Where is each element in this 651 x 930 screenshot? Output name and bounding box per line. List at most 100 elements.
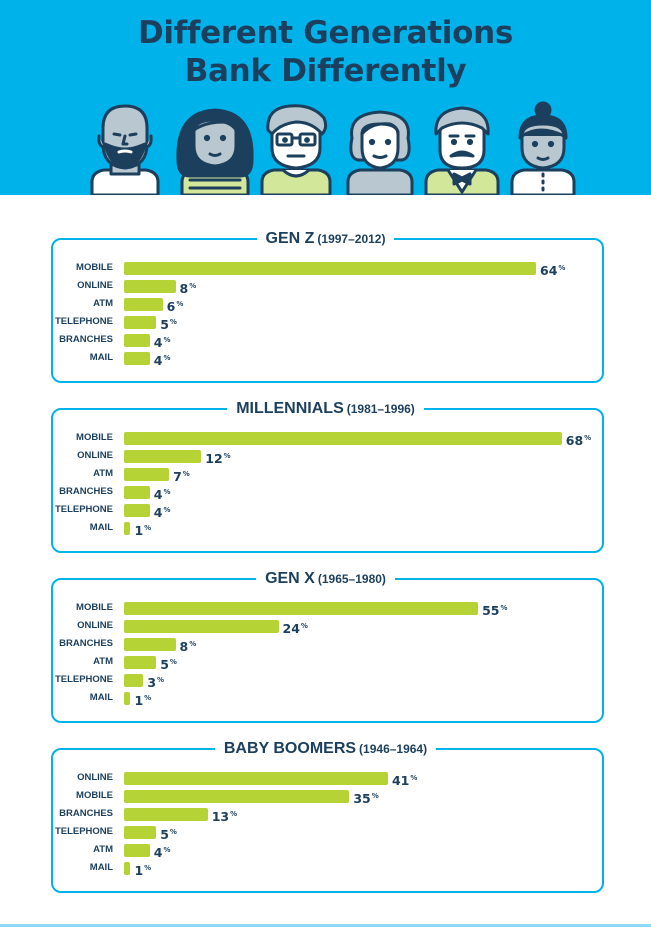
value-label: 8% bbox=[180, 278, 197, 297]
value-number: 4 bbox=[153, 487, 163, 502]
bar bbox=[124, 772, 388, 785]
page-title: Different Generations Bank Differently bbox=[0, 14, 651, 90]
category-label: MOBILE bbox=[76, 262, 113, 273]
title-line-1: Different Generations bbox=[137, 15, 514, 51]
category-label: ATM bbox=[93, 656, 113, 667]
category-label: TELEPHONE bbox=[54, 674, 113, 685]
category-label: MAIL bbox=[89, 692, 113, 703]
value-number: 6 bbox=[166, 299, 176, 314]
category-label: ONLINE bbox=[77, 620, 113, 631]
category-label: MAIL bbox=[89, 862, 113, 873]
bar bbox=[124, 522, 131, 535]
value-label: 5% bbox=[160, 654, 177, 673]
category-label: ONLINE bbox=[77, 280, 113, 291]
chart-title: GEN X (1965–1980) bbox=[0, 569, 651, 589]
bar bbox=[124, 316, 157, 329]
bar bbox=[124, 486, 150, 499]
bar bbox=[124, 602, 479, 615]
value-label: 68% bbox=[566, 430, 591, 449]
value-number: 3 bbox=[147, 675, 157, 690]
category-label: BRANCHES bbox=[59, 334, 113, 345]
percent-sign: % bbox=[410, 774, 418, 782]
chart-title: GEN Z (1997–2012) bbox=[0, 229, 651, 249]
value-number: 1 bbox=[134, 863, 144, 878]
category-label: MOBILE bbox=[76, 432, 113, 443]
value-label: 55% bbox=[482, 600, 507, 619]
generation-name: BABY BOOMERS bbox=[223, 740, 357, 757]
category-label: MAIL bbox=[89, 352, 113, 363]
percent-sign: % bbox=[144, 864, 152, 872]
percent-sign: % bbox=[223, 452, 231, 460]
value-label: 4% bbox=[154, 842, 171, 861]
title-line-2: Bank Differently bbox=[184, 53, 467, 89]
percent-sign: % bbox=[163, 488, 171, 496]
generation-name: GEN X bbox=[265, 570, 315, 587]
category-label: TELEPHONE bbox=[54, 504, 113, 515]
value-number: 64 bbox=[540, 263, 558, 278]
value-number: 5 bbox=[160, 657, 169, 672]
value-label: 24% bbox=[283, 618, 308, 637]
value-label: 1% bbox=[134, 520, 151, 539]
value-number: 4 bbox=[153, 845, 163, 860]
value-number: 4 bbox=[153, 505, 163, 520]
category-label: TELEPHONE bbox=[54, 316, 113, 327]
bar bbox=[124, 450, 202, 463]
category-label: ATM bbox=[93, 844, 113, 855]
bar bbox=[124, 504, 150, 517]
category-label: TELEPHONE bbox=[54, 826, 113, 837]
bar bbox=[124, 262, 536, 275]
category-label: ONLINE bbox=[77, 450, 113, 461]
bar bbox=[124, 280, 176, 293]
value-label: 4% bbox=[154, 502, 171, 521]
older-woman-icon bbox=[346, 110, 414, 195]
value-label: 3% bbox=[147, 672, 164, 691]
percent-sign: % bbox=[163, 506, 171, 514]
percent-sign: % bbox=[157, 676, 165, 684]
value-number: 35 bbox=[353, 791, 371, 806]
value-label: 6% bbox=[167, 296, 184, 315]
chart-title-label: GEN X (1965–1980) bbox=[256, 569, 395, 589]
category-label: BRANCHES bbox=[59, 808, 113, 819]
percent-sign: % bbox=[300, 622, 308, 630]
bar bbox=[124, 790, 350, 803]
value-label: 5% bbox=[160, 824, 177, 843]
percent-sign: % bbox=[163, 354, 171, 362]
category-label: BRANCHES bbox=[59, 638, 113, 649]
percent-sign: % bbox=[169, 828, 177, 836]
man-mustache-icon bbox=[424, 106, 500, 195]
percent-sign: % bbox=[500, 604, 508, 612]
man-glasses-icon bbox=[260, 104, 332, 195]
category-label: MOBILE bbox=[76, 602, 113, 613]
value-number: 4 bbox=[153, 353, 163, 368]
bar bbox=[124, 674, 144, 687]
value-number: 8 bbox=[179, 281, 189, 296]
value-label: 7% bbox=[173, 466, 190, 485]
category-label: BRANCHES bbox=[59, 486, 113, 497]
bar bbox=[124, 862, 131, 875]
value-label: 1% bbox=[134, 860, 151, 879]
percent-sign: % bbox=[144, 694, 152, 702]
generation-years: (1981–1996) bbox=[346, 402, 415, 416]
category-label: ATM bbox=[93, 298, 113, 309]
generation-years: (1965–1980) bbox=[317, 572, 386, 586]
value-number: 12 bbox=[205, 451, 223, 466]
percent-sign: % bbox=[189, 282, 197, 290]
percent-sign: % bbox=[176, 300, 184, 308]
percent-sign: % bbox=[144, 524, 152, 532]
chart-title-label: BABY BOOMERS (1946–1964) bbox=[214, 739, 437, 759]
category-label: ATM bbox=[93, 468, 113, 479]
chart-title: MILLENNIALS (1981–1996) bbox=[0, 399, 651, 419]
header-banner: Different Generations Bank Differently bbox=[0, 0, 651, 195]
value-number: 5 bbox=[160, 317, 169, 332]
bar bbox=[124, 432, 562, 445]
bar bbox=[124, 826, 157, 839]
percent-sign: % bbox=[189, 640, 197, 648]
value-label: 5% bbox=[160, 314, 177, 333]
bar bbox=[124, 468, 170, 481]
percent-sign: % bbox=[230, 810, 238, 818]
value-label: 4% bbox=[154, 484, 171, 503]
generation-name: MILLENNIALS bbox=[236, 400, 344, 417]
percent-sign: % bbox=[182, 470, 190, 478]
value-label: 13% bbox=[212, 806, 237, 825]
bar bbox=[124, 844, 150, 857]
